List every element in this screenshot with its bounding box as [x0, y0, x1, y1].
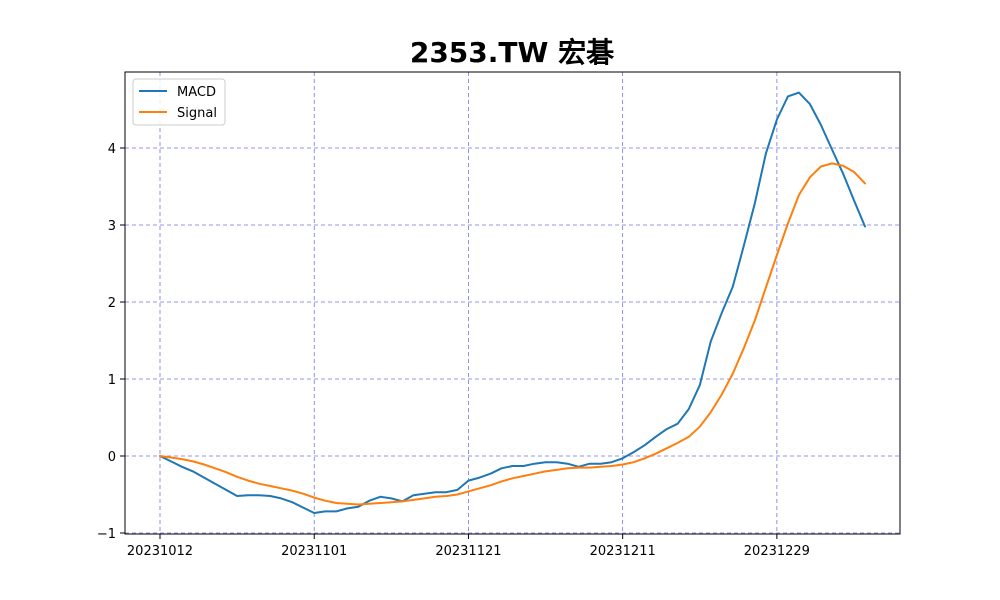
x-tick-label: 20231229: [744, 544, 810, 559]
legend-label: Signal: [177, 106, 217, 121]
y-tick-label: 3: [108, 219, 116, 234]
x-tick-label: 20231211: [590, 544, 656, 559]
legend-label: MACD: [177, 85, 216, 100]
x-tick-label: 20231012: [127, 544, 193, 559]
grid-layer: [125, 72, 900, 534]
y-tick-label: 0: [108, 450, 116, 465]
y-tick-label: −1: [97, 527, 116, 542]
chart-title: 2353.TW 宏碁: [410, 36, 615, 69]
plot-frame: [124, 71, 901, 535]
x-tick-label: 20231101: [281, 544, 347, 559]
series-line-macd: [159, 91, 866, 514]
tick-layer: 20231012 20231101 20231121 20231211 20231229…: [97, 142, 810, 559]
y-tick-label: 4: [108, 142, 116, 157]
series-line-signal: [159, 162, 866, 506]
y-tick-label: 2: [108, 296, 116, 311]
series-layer: [159, 91, 866, 514]
y-tick-label: 1: [108, 373, 116, 388]
x-tick-label: 20231121: [435, 544, 501, 559]
legend: MACD Signal: [132, 78, 226, 126]
